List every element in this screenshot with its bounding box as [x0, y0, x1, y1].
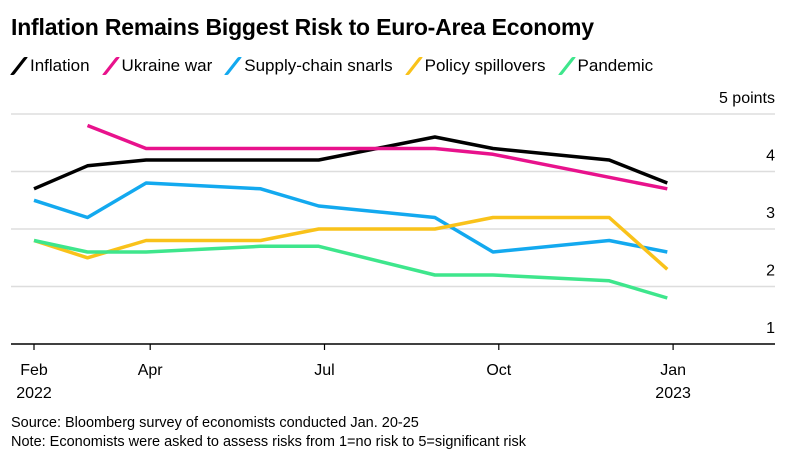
series-line-ukraine-war — [86, 123, 668, 191]
y-tick-label-4: 4 — [766, 148, 775, 165]
x-tick-label-jul: Jul — [314, 362, 334, 379]
series-line-supply-chain-snarls — [33, 181, 668, 254]
x-tick-label-feb: Feb — [20, 362, 48, 379]
x-tick-year-2022: 2022 — [16, 385, 52, 400]
y-tick-label-2: 2 — [766, 263, 775, 280]
legend-swatch-inflation — [9, 57, 29, 75]
x-tick-label-apr: Apr — [138, 362, 164, 379]
y-tick-label-1: 1 — [766, 320, 775, 337]
legend-label-pandemic: Pandemic — [577, 56, 654, 75]
legend-swatch-ukraine-war — [101, 57, 120, 75]
y-tick-label-5: 5 points — [719, 90, 775, 107]
footer: Source: Bloomberg survey of economists c… — [11, 414, 526, 452]
y-tick-label-3: 3 — [766, 205, 775, 222]
x-tick-year-2023: 2023 — [655, 385, 691, 400]
legend-item-pandemic: Pandemic — [557, 56, 654, 76]
gridlines — [11, 113, 775, 288]
line-chart: 1 2 3 4 5 points Feb 2022 Apr Jul Oct Jan 2023 — [11, 90, 775, 400]
methodology-note: Note: Economists were asked to assess ri… — [11, 434, 526, 450]
legend-item-policy-spillovers: Policy spillovers — [404, 56, 546, 76]
x-tick-label-oct: Oct — [486, 362, 511, 379]
legend: Inflation Ukraine war Supply-chain snarl… — [9, 56, 666, 76]
legend-label-ukraine-war: Ukraine war — [121, 56, 213, 75]
series-lines — [33, 123, 669, 300]
x-tick-label-jan: Jan — [660, 362, 686, 379]
legend-label-supply-chain: Supply-chain snarls — [244, 56, 393, 75]
legend-item-inflation: Inflation — [9, 56, 90, 76]
legend-item-supply-chain: Supply-chain snarls — [224, 56, 393, 76]
legend-label-policy-spillovers: Policy spillovers — [424, 56, 546, 75]
series-line-pandemic — [33, 238, 668, 300]
series-line-inflation — [33, 135, 668, 191]
source-note: Source: Bloomberg survey of economists c… — [11, 415, 419, 431]
x-axis: Feb 2022 Apr Jul Oct Jan 2023 — [11, 343, 775, 400]
legend-item-ukraine-war: Ukraine war — [101, 56, 213, 76]
legend-label-inflation: Inflation — [30, 56, 90, 75]
y-axis-labels: 1 2 3 4 5 points — [719, 90, 775, 337]
legend-swatch-supply-chain — [224, 57, 243, 75]
legend-swatch-policy-spillovers — [404, 57, 423, 75]
legend-swatch-pandemic — [557, 57, 576, 75]
chart-title: Inflation Remains Biggest Risk to Euro-A… — [11, 14, 594, 40]
